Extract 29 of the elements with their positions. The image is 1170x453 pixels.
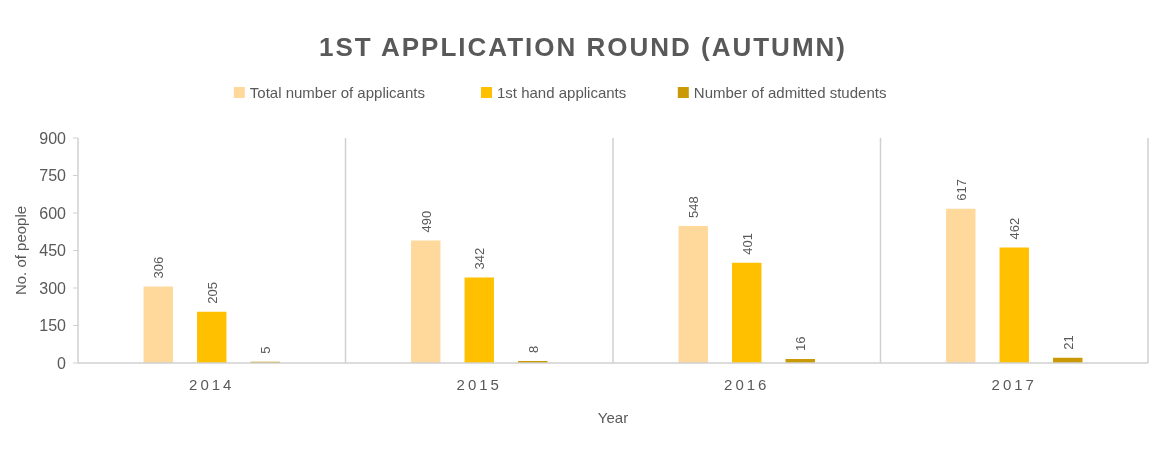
x-tick-label: 2014 bbox=[189, 376, 235, 393]
legend-label: 1st hand applicants bbox=[497, 84, 627, 101]
y-tick-label: 450 bbox=[39, 242, 67, 260]
data-label: 21 bbox=[1060, 335, 1076, 350]
data-label: 8 bbox=[525, 345, 541, 353]
x-tick-label: 2017 bbox=[991, 376, 1037, 393]
legend-label: Number of admitted students bbox=[693, 84, 887, 101]
data-label: 16 bbox=[793, 336, 809, 351]
x-axis-title: Year bbox=[597, 409, 629, 426]
data-label: 462 bbox=[1007, 217, 1023, 240]
y-tick-label: 750 bbox=[39, 167, 67, 185]
data-label: 548 bbox=[686, 196, 702, 218]
y-tick-label: 600 bbox=[39, 204, 67, 222]
data-label: 342 bbox=[472, 247, 488, 270]
data-label: 490 bbox=[418, 210, 434, 233]
data-label: 306 bbox=[151, 256, 167, 279]
data-label: 205 bbox=[204, 282, 220, 304]
data-label: 401 bbox=[739, 233, 755, 255]
data-label: 617 bbox=[953, 179, 969, 201]
y-tick-label: 150 bbox=[39, 317, 67, 335]
y-tick-label: 900 bbox=[39, 129, 67, 147]
legend-label: Total number of applicants bbox=[249, 84, 425, 101]
x-tick-label: 2015 bbox=[456, 376, 502, 393]
data-label: 5 bbox=[258, 346, 274, 354]
y-tick-label: 300 bbox=[39, 279, 67, 297]
chart-title: 1ST APPLICATION ROUND (AUTUMN) bbox=[319, 32, 847, 62]
y-axis-title: No. of people bbox=[12, 205, 29, 296]
x-tick-label: 2016 bbox=[724, 376, 770, 393]
y-tick-label: 0 bbox=[57, 354, 67, 372]
